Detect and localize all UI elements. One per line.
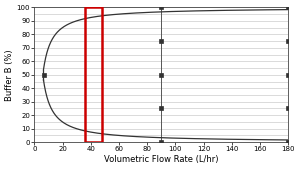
- X-axis label: Volumetric Flow Rate (L/hr): Volumetric Flow Rate (L/hr): [104, 155, 219, 164]
- Bar: [85, 7, 102, 142]
- Y-axis label: Buffer B (%): Buffer B (%): [5, 49, 14, 101]
